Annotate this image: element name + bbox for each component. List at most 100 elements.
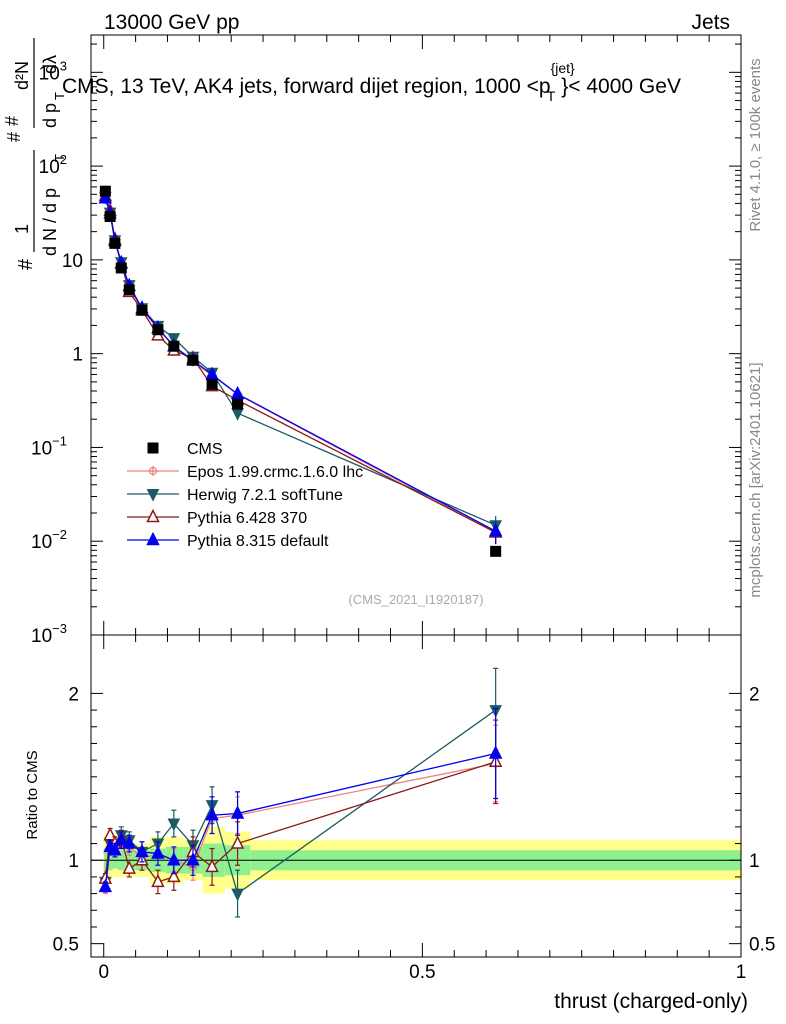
legend-label: Herwig 7.2.1 softTune xyxy=(187,487,343,504)
title-sub: T xyxy=(547,88,556,104)
jets-label: Jets xyxy=(691,11,730,34)
legend-label: CMS xyxy=(187,441,223,458)
data-point xyxy=(123,284,135,296)
ytick-base: 10 xyxy=(31,438,52,459)
legend-label: Pythia 8.315 default xyxy=(187,533,329,550)
series-3-ratio-point xyxy=(122,835,136,849)
ratio-plot xyxy=(98,667,503,918)
main-ytick-label: 102 xyxy=(39,152,67,178)
data-point xyxy=(109,237,121,249)
title-suffix: }< 4000 GeV xyxy=(561,75,681,98)
series-3-ratio-point xyxy=(186,852,200,866)
uncertainty-bands xyxy=(91,826,741,894)
ytick-exp: 3 xyxy=(60,58,67,73)
ytick-exp: −3 xyxy=(52,621,67,636)
series-3-main-line xyxy=(104,198,496,532)
data-point xyxy=(152,324,164,336)
main-ytick-label: 10 xyxy=(62,251,83,272)
series-3-ratio-point xyxy=(205,807,219,821)
legend-marker xyxy=(146,508,160,523)
legend-marker xyxy=(146,531,160,546)
data-point xyxy=(232,398,244,410)
data-point xyxy=(490,545,502,557)
ylabel-deriv-num: d²N xyxy=(12,61,32,90)
ratio-ytick-label: 1 xyxy=(68,851,79,872)
legend-label: Epos 1.99.crmc.1.6.0 lhc xyxy=(187,464,363,481)
series-2-main-line xyxy=(104,195,496,534)
series-2-ratio-point xyxy=(167,868,181,883)
series-3-main-point xyxy=(488,523,503,537)
series-2-ratio-point xyxy=(151,873,165,888)
data-point xyxy=(168,340,180,352)
series-2-ratio-point xyxy=(205,858,219,873)
ratio-ylabel: Ratio to CMS xyxy=(24,750,41,839)
series-2-ratio-point xyxy=(230,835,245,849)
ylabel-hash-deriv: # xyxy=(2,116,22,126)
ytick-exp: −2 xyxy=(52,527,67,542)
ratio-ytick-label-right: 2 xyxy=(749,684,760,705)
series-3-ratio-point xyxy=(135,843,149,858)
series-3-ratio-point xyxy=(230,805,245,819)
ytick-exp: 2 xyxy=(60,152,67,167)
series-0-main-line xyxy=(104,198,496,534)
ytick-base: 10 xyxy=(31,626,52,647)
ytick-exp: −1 xyxy=(52,433,67,448)
legend: CMS Epos 1.99.crmc.1.6.0 lhc Herwig 7.2.1 … xyxy=(127,441,363,550)
ytick-base: 10 xyxy=(39,63,60,84)
energy-label: 13000 GeV pp xyxy=(104,11,239,34)
chart-title: CMS, 13 TeV, AK4 jets, forward dijet reg… xyxy=(62,60,681,104)
main-ytick-label: 103 xyxy=(39,58,67,84)
legend-marker xyxy=(147,442,159,454)
data-point xyxy=(206,378,218,390)
ylabel-hash-mid: # xyxy=(4,132,24,142)
series-3-ratio-point xyxy=(151,845,165,859)
ratio-ytick-label: 0.5 xyxy=(53,935,79,956)
legend-label: Pythia 6.428 370 xyxy=(187,510,307,527)
series-3-main-point xyxy=(98,190,113,204)
main-ytick-label: 10−2 xyxy=(31,527,67,553)
xtick-label: 1 xyxy=(736,962,747,983)
ylabel-deriv-den-tail: dλ xyxy=(40,55,60,74)
main-ytick-label: 10−1 xyxy=(31,433,67,459)
series-3-main-point xyxy=(230,385,245,400)
mcplots-label: mcplots.cern.ch [arXiv:2401.10621] xyxy=(747,362,764,597)
title-prefix: CMS, 13 TeV, AK4 jets, forward dijet reg… xyxy=(62,75,551,98)
ylabel-frac-den-sub: T xyxy=(52,154,67,162)
xtick-label: 0 xyxy=(98,962,109,983)
ratio-ytick-label-right: 0.5 xyxy=(749,935,775,956)
series-1-ratio-point xyxy=(167,818,181,832)
analysis-watermark: (CMS_2021_I1920187) xyxy=(348,592,483,607)
ylabel-hash-top: # xyxy=(15,258,37,270)
series-3-ratio-point xyxy=(488,745,503,759)
series-3-ratio-point xyxy=(108,842,122,856)
series-3-ratio-point xyxy=(167,852,181,866)
legend-marker xyxy=(148,466,158,476)
ytick-base: 10 xyxy=(39,157,60,178)
legend-marker xyxy=(146,489,160,502)
data-point xyxy=(99,185,111,197)
title-sup: {jet} xyxy=(551,60,575,76)
ratio-ytick-label: 2 xyxy=(68,684,79,705)
ylabel-deriv-den-sub: T xyxy=(52,92,67,100)
ylabel-frac-den: d N / d p xyxy=(40,188,60,256)
series-2-ratio-point xyxy=(122,860,136,874)
data-point xyxy=(136,304,148,316)
series-3-ratio-point xyxy=(114,832,128,846)
data-point xyxy=(187,354,199,366)
ylabel-deriv-den: d p xyxy=(40,103,60,128)
ratio-ytick-label-right: 1 xyxy=(749,851,760,872)
ytick-base: 10 xyxy=(31,532,52,553)
series-3-ratio-point xyxy=(98,878,113,893)
xtick-label: 0.5 xyxy=(409,962,435,983)
xlabel: thrust (charged-only) xyxy=(554,990,748,1013)
rivet-label: Rivet 4.1.0, ≥ 100k events xyxy=(747,58,764,231)
main-plot xyxy=(98,185,503,557)
main-ytick-label: 10−3 xyxy=(31,621,67,647)
ylabel-frac-num: 1 xyxy=(12,224,32,234)
ratio-frame xyxy=(90,634,742,958)
main-ytick-label: 1 xyxy=(72,345,83,366)
data-point xyxy=(115,262,127,274)
series-1-ratio-point xyxy=(231,888,244,902)
